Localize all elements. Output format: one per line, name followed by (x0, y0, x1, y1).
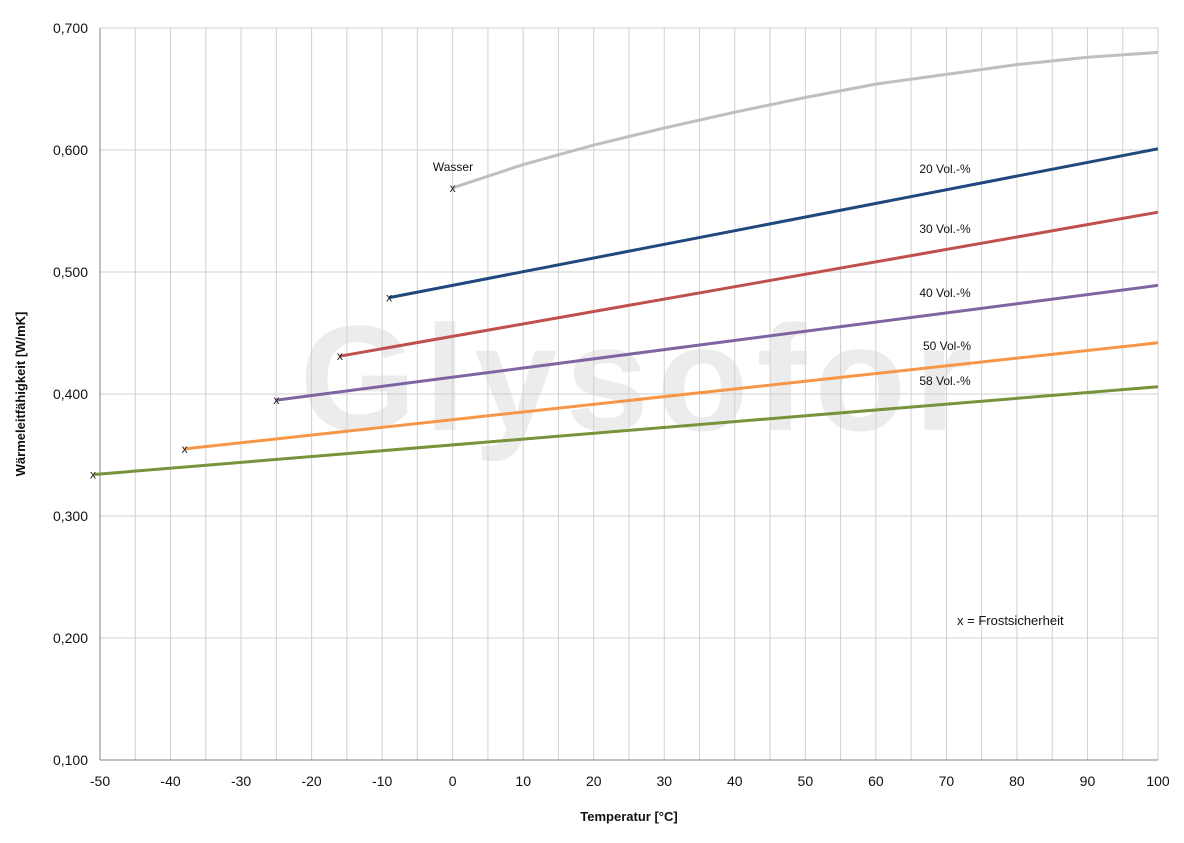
frost-legend-note: x = Frostsicherheit (957, 613, 1064, 628)
frost-marker: x (273, 393, 279, 407)
x-tick-label: 20 (586, 773, 602, 789)
frost-markers: x x x x x x (90, 181, 456, 482)
x-tick-label: 60 (868, 773, 884, 789)
series-label: 50 Vol-% (923, 339, 971, 353)
y-tick-label: 0,500 (53, 264, 88, 280)
frost-marker: x (337, 349, 343, 363)
series-labels: Wasser 20 Vol.-% 30 Vol.-% 40 Vol.-% 50 Vol-… (433, 160, 971, 388)
series-label: 20 Vol.-% (919, 162, 971, 176)
series-line (184, 341, 1159, 451)
y-tick-label: 0,300 (53, 508, 88, 524)
x-tick-label: -40 (160, 773, 180, 789)
x-tick-labels: -50 -40 -30 -20 -10 0 10 20 30 40 50 60 70 80 90 100 (90, 773, 1170, 789)
x-tick-label: -20 (301, 773, 321, 789)
y-tick-label: 0,100 (53, 752, 88, 768)
series-line (452, 50, 1159, 190)
x-tick-label: 70 (939, 773, 955, 789)
series-line (93, 385, 1159, 476)
x-tick-label: 90 (1080, 773, 1096, 789)
x-tick-label: 10 (515, 773, 531, 789)
series-lines (93, 50, 1159, 476)
y-tick-label: 0,200 (53, 630, 88, 646)
x-axis-title: Temperatur [°C] (580, 809, 677, 824)
frost-marker: x (182, 442, 188, 456)
frost-marker: x (386, 291, 392, 305)
x-tick-label: 0 (449, 773, 457, 789)
watermark-glysofor: Glysofor (300, 294, 981, 462)
series-label: 58 Vol.-% (919, 374, 971, 388)
series-line (276, 283, 1159, 402)
y-axis-title: Wärmeleitfähigkeit [W/mK] (13, 312, 28, 477)
x-tick-label: 30 (656, 773, 672, 789)
x-tick-label: 80 (1009, 773, 1025, 789)
series-label: 30 Vol.-% (919, 222, 971, 236)
y-tick-labels: 0,100 0,200 0,300 0,400 0,500 0,600 0,700 (53, 20, 88, 768)
axes (99, 28, 1158, 761)
y-tick-label: 0,700 (53, 20, 88, 36)
frost-marker: x (450, 181, 456, 195)
series-line (339, 210, 1159, 358)
y-tick-label: 0,600 (53, 142, 88, 158)
series-label: Wasser (433, 160, 473, 174)
x-tick-label: -30 (231, 773, 251, 789)
x-tick-label: 100 (1146, 773, 1170, 789)
y-tick-label: 0,400 (53, 386, 88, 402)
frost-marker: x (90, 468, 96, 482)
x-tick-label: -10 (372, 773, 392, 789)
x-tick-label: 50 (798, 773, 814, 789)
series-label: 40 Vol.-% (919, 286, 971, 300)
series-line (388, 147, 1159, 300)
x-tick-label: -50 (90, 773, 110, 789)
x-tick-label: 40 (727, 773, 743, 789)
